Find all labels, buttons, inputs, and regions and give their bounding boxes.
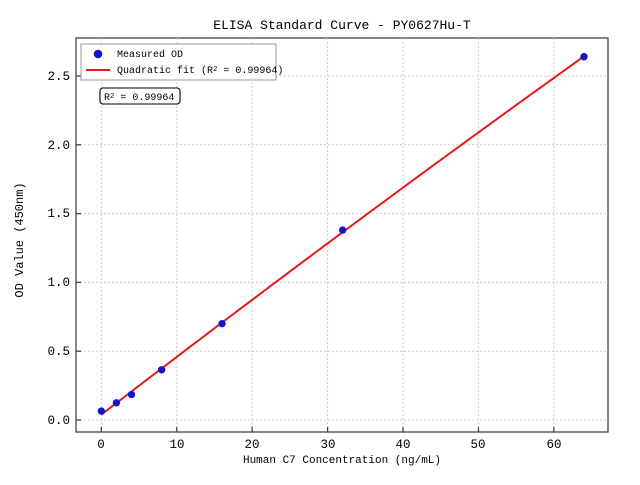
svg-text:Quadratic fit (R2 = 0.99964): Quadratic fit (R2 = 0.99964) — [117, 65, 283, 77]
svg-text:Measured OD: Measured OD — [117, 49, 183, 61]
svg-text:R2 = 0.99964: R2 = 0.99964 — [104, 93, 174, 104]
